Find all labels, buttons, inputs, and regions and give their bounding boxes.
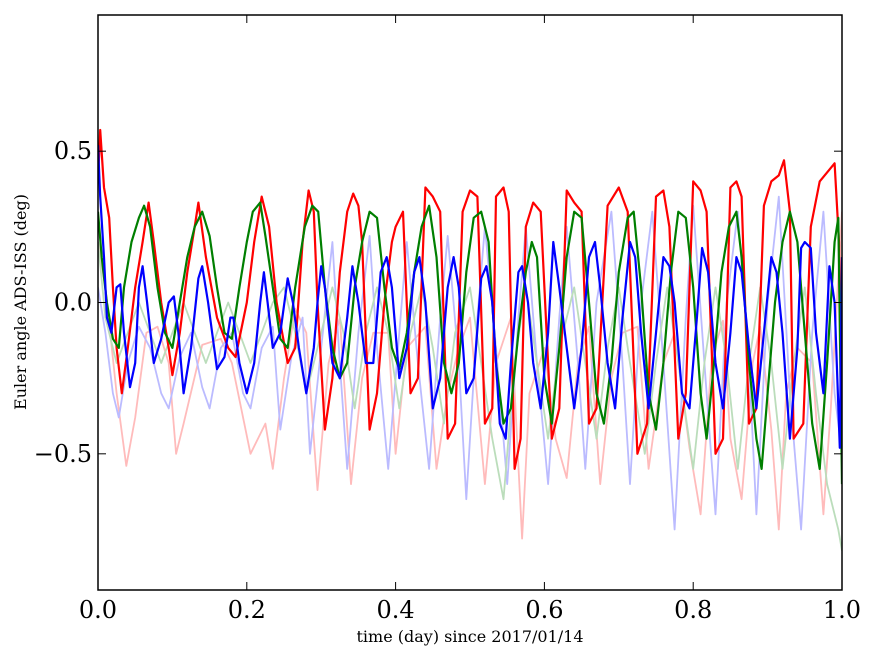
y-tick-label: −0.5 <box>34 440 92 468</box>
x-tick-label: 0.6 <box>525 596 563 624</box>
y-tick-label: 0.0 <box>54 289 92 317</box>
series-line-6 <box>98 145 842 449</box>
y-axis-label: Euler angle ADS-ISS (deg) <box>11 194 30 410</box>
x-tick-label: 0.0 <box>79 596 117 624</box>
x-tick-label: 1.0 <box>823 596 861 624</box>
ticks-layer: 0.0 0.2 0.4 0.6 0.8 1.0 0.5 0.0 −0.5 <box>34 15 861 624</box>
series-layer <box>98 128 842 551</box>
x-tick-label: 0.8 <box>674 596 712 624</box>
series-line-4 <box>98 128 842 470</box>
series-line-5 <box>98 201 842 485</box>
x-tick-label: 0.4 <box>377 596 415 624</box>
y-tick-label: 0.5 <box>54 137 92 165</box>
x-tick-label: 0.2 <box>228 596 266 624</box>
series-line-1 <box>98 211 842 540</box>
x-axis-label: time (day) since 2017/01/14 <box>356 627 583 646</box>
